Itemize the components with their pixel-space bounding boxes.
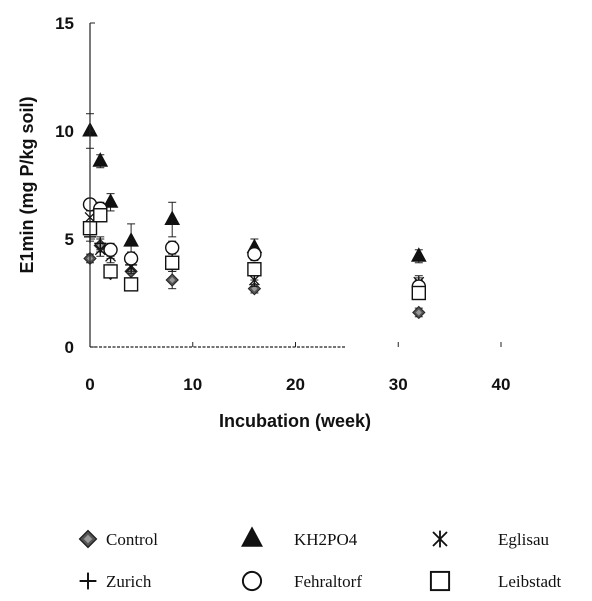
point-kh2po4 [92,152,109,167]
legend-item-control: Control [78,529,158,549]
point-leibstadt [411,285,426,301]
legend-marker-control [78,529,98,549]
x-tick-label: 10 [183,375,202,394]
point-control [165,273,179,287]
point-zurich [94,237,107,250]
point-leibstadt [164,255,180,270]
y-tick-label: 15 [55,14,74,33]
point-leibstadt [123,277,139,292]
legend-item-leibstadt: Leibstadt [429,570,562,592]
point-fehraltorf [247,246,262,262]
legend-marker-zurich [79,572,97,590]
x-tick-label: 20 [286,375,305,394]
point-leibstadt [247,262,262,277]
y-axis-label: E1min (mg P/kg soil) [17,96,37,273]
point-kh2po4 [410,247,427,262]
x-tick-label: 30 [389,375,408,394]
y-tick-label: 10 [55,122,74,141]
x-axis-label: Incubation (week) [219,411,371,431]
point-kh2po4 [102,193,119,208]
legend-label: Leibstadt [498,572,562,591]
x-tick-label: 0 [85,375,94,394]
point-leibstadt [103,264,118,279]
legend-label: Zurich [106,572,152,591]
y-tick-label: 0 [65,338,74,357]
legend-marker-fehraltorf [241,570,263,592]
legend-label: Fehraltorf [294,572,362,591]
legend-marker-eglisau [432,530,448,548]
x-tick-label: 40 [492,375,511,394]
point-leibstadt [93,208,108,223]
y-tick-label: 5 [65,230,74,249]
legend-label: Eglisau [498,530,549,549]
legend-item-kh2po4: KH2PO4 [241,526,358,549]
legend-marker-leibstadt [429,570,451,592]
point-kh2po4 [164,210,181,226]
legend-marker-kh2po4 [241,526,263,547]
legend-item-zurich: Zurich [79,572,152,591]
point-control [412,305,426,320]
legend-item-eglisau: Eglisau [432,530,549,549]
legend-label: KH2PO4 [294,530,358,549]
point-fehraltorf [164,240,180,255]
legend-item-fehraltorf: Fehraltorf [241,570,362,592]
point-kh2po4 [123,232,139,247]
point-fehraltorf [123,251,139,266]
legend-label: Control [106,530,158,549]
point-fehraltorf [103,242,118,258]
